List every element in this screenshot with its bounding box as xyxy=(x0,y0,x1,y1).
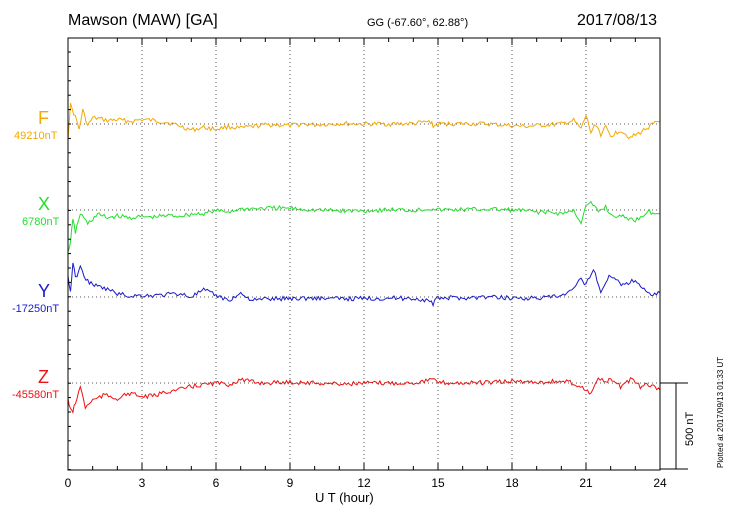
grid-lines xyxy=(68,38,660,470)
x-tick-label: 9 xyxy=(287,476,294,490)
series-lines xyxy=(67,102,661,414)
x-tick-label: 12 xyxy=(357,476,371,490)
x-tick-label: 6 xyxy=(213,476,220,490)
x-tick-label: 3 xyxy=(139,476,146,490)
x-tick-label: 0 xyxy=(65,476,72,490)
station-title: Mawson (MAW) [GA] xyxy=(68,12,218,29)
station-coordinates: GG (-67.60°, 62.88°) xyxy=(367,17,469,29)
baseline-label-x: 6780nT xyxy=(22,216,60,228)
x-tick-label: 18 xyxy=(505,476,519,490)
series-label-x: X xyxy=(38,194,51,214)
x-axis-ticks: 0 3 6 9 12 15 18 21 24 xyxy=(65,38,667,490)
scale-bar xyxy=(660,382,688,470)
series-label-z: Z xyxy=(38,367,49,387)
x-axis-label: U T (hour) xyxy=(315,490,374,505)
x-tick-label: 15 xyxy=(431,476,445,490)
plot-date: 2017/08/13 xyxy=(577,12,658,29)
scale-bar-label: 500 nT xyxy=(684,411,696,446)
series-label-f: F xyxy=(38,108,49,128)
series-line-x xyxy=(67,200,661,252)
series-line-y xyxy=(67,262,661,308)
baseline-label-f: 49210nT xyxy=(14,130,58,142)
plotted-timestamp: Plotted at 2017/09/13 01:33 UT xyxy=(716,356,725,468)
x-tick-label: 21 xyxy=(579,476,593,490)
series-label-y: Y xyxy=(38,281,51,301)
series-line-f xyxy=(67,102,661,140)
baseline-label-y: -17250nT xyxy=(12,303,60,315)
series-line-z xyxy=(67,377,661,414)
baseline-label-z: -45580nT xyxy=(12,389,60,401)
x-tick-label: 24 xyxy=(653,476,667,490)
